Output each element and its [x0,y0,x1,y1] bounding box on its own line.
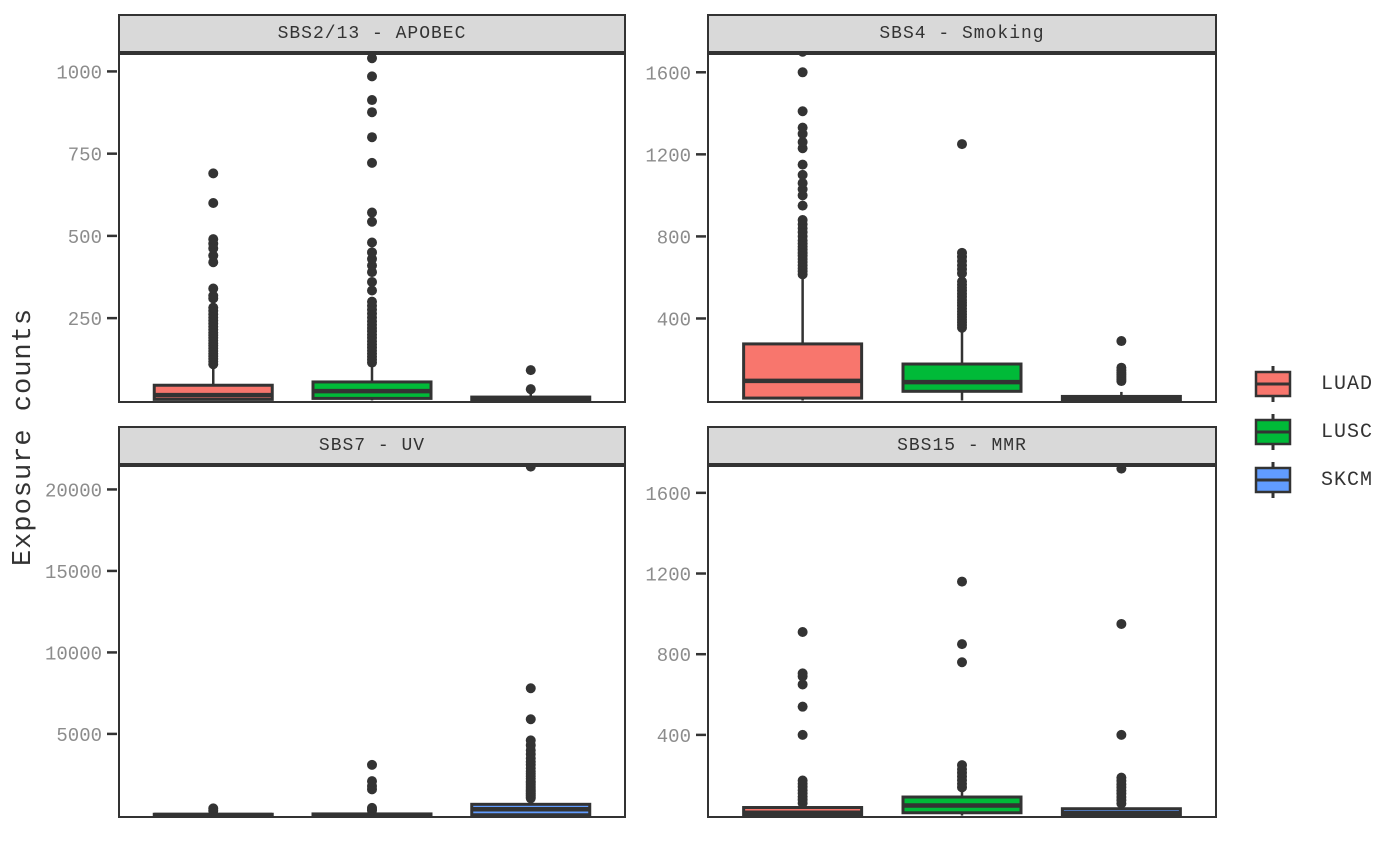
legend-item-luad: LUAD [1253,364,1373,404]
plot-area-mmr: 400 800 1200 1600 [645,465,1217,818]
y-axis-title: Exposure counts [9,307,39,567]
facet-strip-apobec: SBS2/13 - APOBEC [118,14,626,53]
svg-text:20000: 20000 [45,480,102,502]
legend: LUAD LUSC SKCM [1253,364,1373,500]
facet-strip-label: SBS4 - Smoking [879,23,1045,44]
svg-text:800: 800 [657,227,691,249]
svg-text:1600: 1600 [645,63,691,85]
svg-text:10000: 10000 [45,643,102,665]
plot-area-apobec: 250 500 750 1000 [56,53,626,403]
plot-area-uv: 5000 10000 15000 20000 [45,465,626,818]
svg-text:1000: 1000 [56,62,102,84]
plot-area-smoking: 400 800 1200 1600 [645,53,1217,403]
svg-text:400: 400 [657,309,691,331]
facet-panel-smoking: SBS4 - Smoking 400 800 1200 1600 [627,14,1217,403]
boxplot-key-icon [1254,462,1292,498]
svg-text:1200: 1200 [645,565,691,587]
facet-strip-label: SBS15 - MMR [897,435,1027,456]
legend-label: SKCM [1321,468,1374,492]
facet-panel-uv: SBS7 - UV 5000 10000 15000 20000 [38,426,626,818]
facet-strip-mmr: SBS15 - MMR [707,426,1217,465]
legend-label: LUAD [1321,372,1374,396]
svg-text:500: 500 [68,227,102,249]
svg-text:250: 250 [68,309,102,331]
boxplot-key-icon [1254,414,1292,450]
facet-panel-apobec: SBS2/13 - APOBEC 250 500 750 1000 [38,14,626,403]
legend-item-skcm: SKCM [1253,460,1373,500]
facet-strip-label: SBS7 - UV [318,435,426,456]
svg-text:1200: 1200 [645,145,691,167]
svg-text:5000: 5000 [56,725,102,747]
facet-strip-label: SBS2/13 - APOBEC [277,23,467,44]
svg-text:400: 400 [657,726,691,748]
facet-panel-mmr: SBS15 - MMR 400 800 1200 1600 [627,426,1217,818]
svg-text:800: 800 [657,645,691,667]
svg-text:750: 750 [68,145,102,167]
facet-strip-uv: SBS7 - UV [118,426,626,465]
svg-text:1600: 1600 [645,484,691,506]
legend-label: LUSC [1321,420,1374,444]
svg-text:15000: 15000 [45,562,102,584]
facet-strip-smoking: SBS4 - Smoking [707,14,1217,53]
legend-item-lusc: LUSC [1253,412,1373,452]
boxplot-key-icon [1254,366,1292,402]
